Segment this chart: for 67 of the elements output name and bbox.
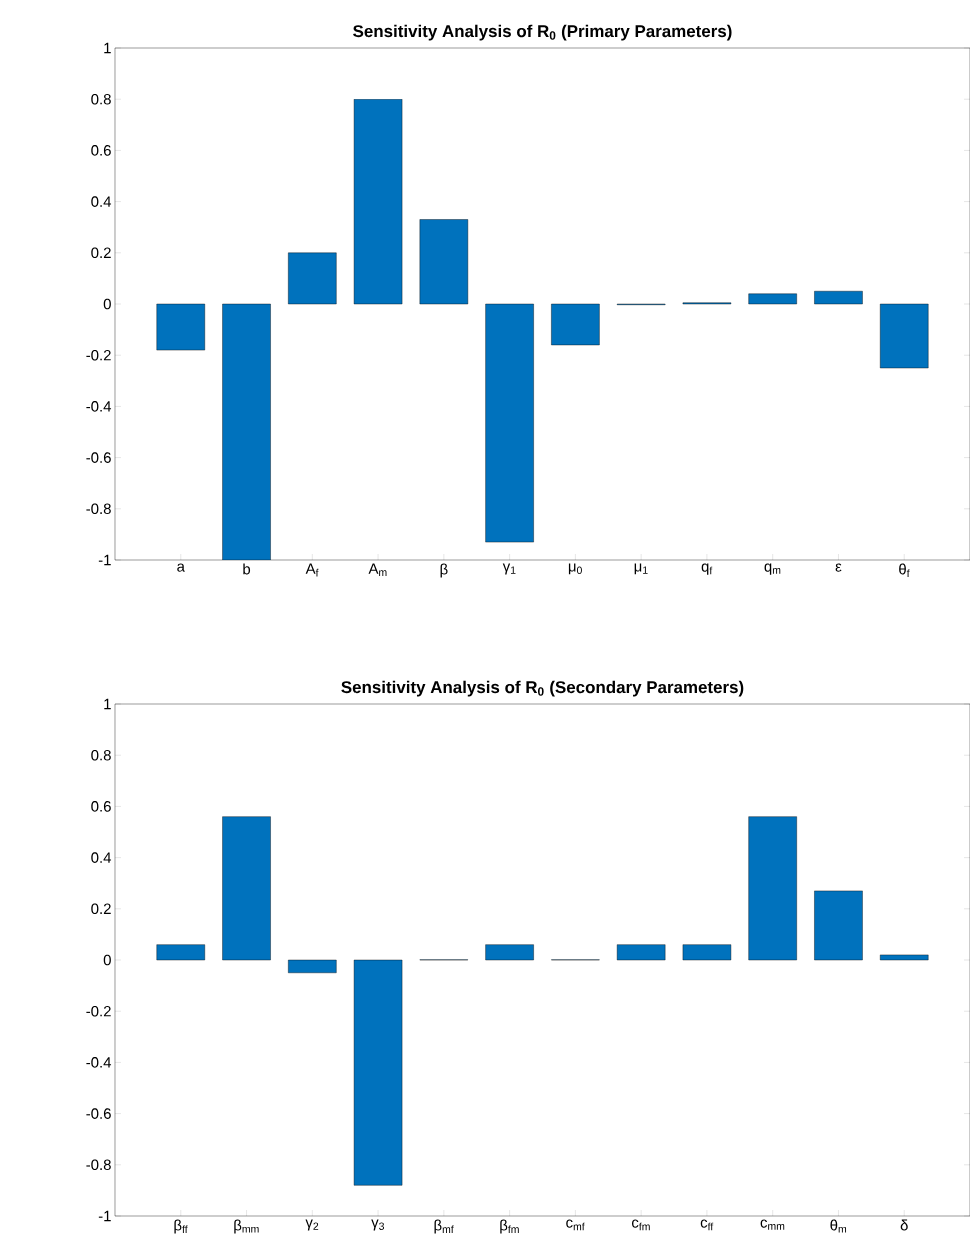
y-tick-label: -0.4 bbox=[86, 401, 111, 412]
x-tick-label: δ bbox=[900, 1219, 908, 1231]
x-tick-label: q$_{m}$ bbox=[764, 563, 781, 575]
x-tick-label: c$_{fm}$ bbox=[631, 1219, 650, 1231]
bar bbox=[485, 944, 534, 961]
x-tick-label: c$_{mf}$ bbox=[566, 1219, 585, 1231]
x-tick-label: A$_{m}$ bbox=[368, 563, 387, 576]
bar bbox=[485, 303, 534, 543]
x-tick-label: β$_{mm}$ bbox=[234, 1219, 259, 1234]
y-tick-label: -0.2 bbox=[86, 1005, 111, 1017]
x-tick-label: a bbox=[177, 563, 185, 572]
y-tick-label: 0.8 bbox=[91, 749, 111, 761]
x-tick-label: β bbox=[440, 563, 448, 578]
y-tick-label: 0 bbox=[103, 954, 111, 966]
y-tick-label: 0.4 bbox=[91, 196, 111, 207]
x-tick-label: c$_{mm}$ bbox=[760, 1219, 785, 1230]
x-tick-label: b bbox=[243, 563, 250, 575]
x-tick-label: θ$_{m}$ bbox=[830, 1219, 846, 1233]
y-tick-label: 0.2 bbox=[91, 903, 111, 915]
x-tick-label: γ$_{2}$ bbox=[305, 1219, 319, 1231]
bar bbox=[814, 890, 863, 961]
bar bbox=[419, 219, 468, 305]
y-tick-label: -0.6 bbox=[86, 1108, 111, 1119]
y-tick-label: 1 bbox=[104, 42, 111, 54]
x-tick-label: β$_{fm}$ bbox=[500, 1219, 519, 1234]
x-tick-label: μ$_{1}$ bbox=[634, 563, 648, 575]
x-tick-label: γ$_{1}$ bbox=[502, 563, 516, 575]
bar bbox=[814, 291, 863, 305]
y-tick-label: -0.8 bbox=[86, 1159, 111, 1171]
x-tick-label: γ$_{3}$ bbox=[371, 1219, 384, 1231]
bar bbox=[551, 303, 600, 346]
x-tick-label: μ$_{0}$ bbox=[568, 563, 582, 575]
x-tick-label: A$_{f}$ bbox=[305, 563, 319, 577]
bar bbox=[156, 303, 205, 351]
y-tick-label: 1 bbox=[104, 698, 111, 710]
x-tick-label: β$_{mf}$ bbox=[434, 1219, 454, 1234]
chart-title: Sensitivity Analysis of R$_{0}$ (Secondary Parameters) bbox=[341, 680, 744, 697]
bar bbox=[288, 252, 337, 305]
chart-title: Sensitivity Analysis of R$_{0}$ (Primary Parameters) bbox=[352, 24, 732, 41]
bar bbox=[156, 944, 205, 961]
y-tick-label: -0.6 bbox=[86, 452, 111, 463]
y-tick-label: -0.2 bbox=[86, 349, 111, 361]
x-tick-label: β$_{ff}$ bbox=[174, 1219, 188, 1234]
y-tick-label: 0.4 bbox=[91, 852, 111, 863]
x-tick-label: q$_{f}$ bbox=[701, 563, 713, 575]
y-tick-label: 0.6 bbox=[91, 801, 111, 812]
bar bbox=[353, 959, 403, 1186]
bar bbox=[879, 954, 929, 961]
y-tick-label: 0.2 bbox=[91, 247, 111, 259]
y-tick-label: -0.8 bbox=[86, 503, 111, 515]
y-tick-label: -1 bbox=[98, 554, 111, 566]
bar bbox=[748, 816, 797, 961]
bar bbox=[879, 303, 929, 369]
y-tick-label: 0.6 bbox=[91, 145, 111, 156]
bar bbox=[288, 959, 337, 974]
y-tick-label: 0.8 bbox=[91, 93, 111, 105]
bar bbox=[222, 816, 271, 961]
y-tick-label: -1 bbox=[98, 1210, 111, 1222]
x-tick-label: ε bbox=[835, 563, 842, 572]
y-tick-label: 0 bbox=[103, 298, 111, 310]
y-tick-label: -0.4 bbox=[86, 1057, 111, 1068]
x-tick-label: c$_{ff}$ bbox=[700, 1219, 714, 1231]
bar bbox=[616, 944, 666, 961]
bar bbox=[682, 944, 732, 961]
x-tick-label: θ$_{f}$ bbox=[899, 563, 910, 577]
bar bbox=[748, 293, 797, 305]
bar bbox=[353, 99, 403, 305]
